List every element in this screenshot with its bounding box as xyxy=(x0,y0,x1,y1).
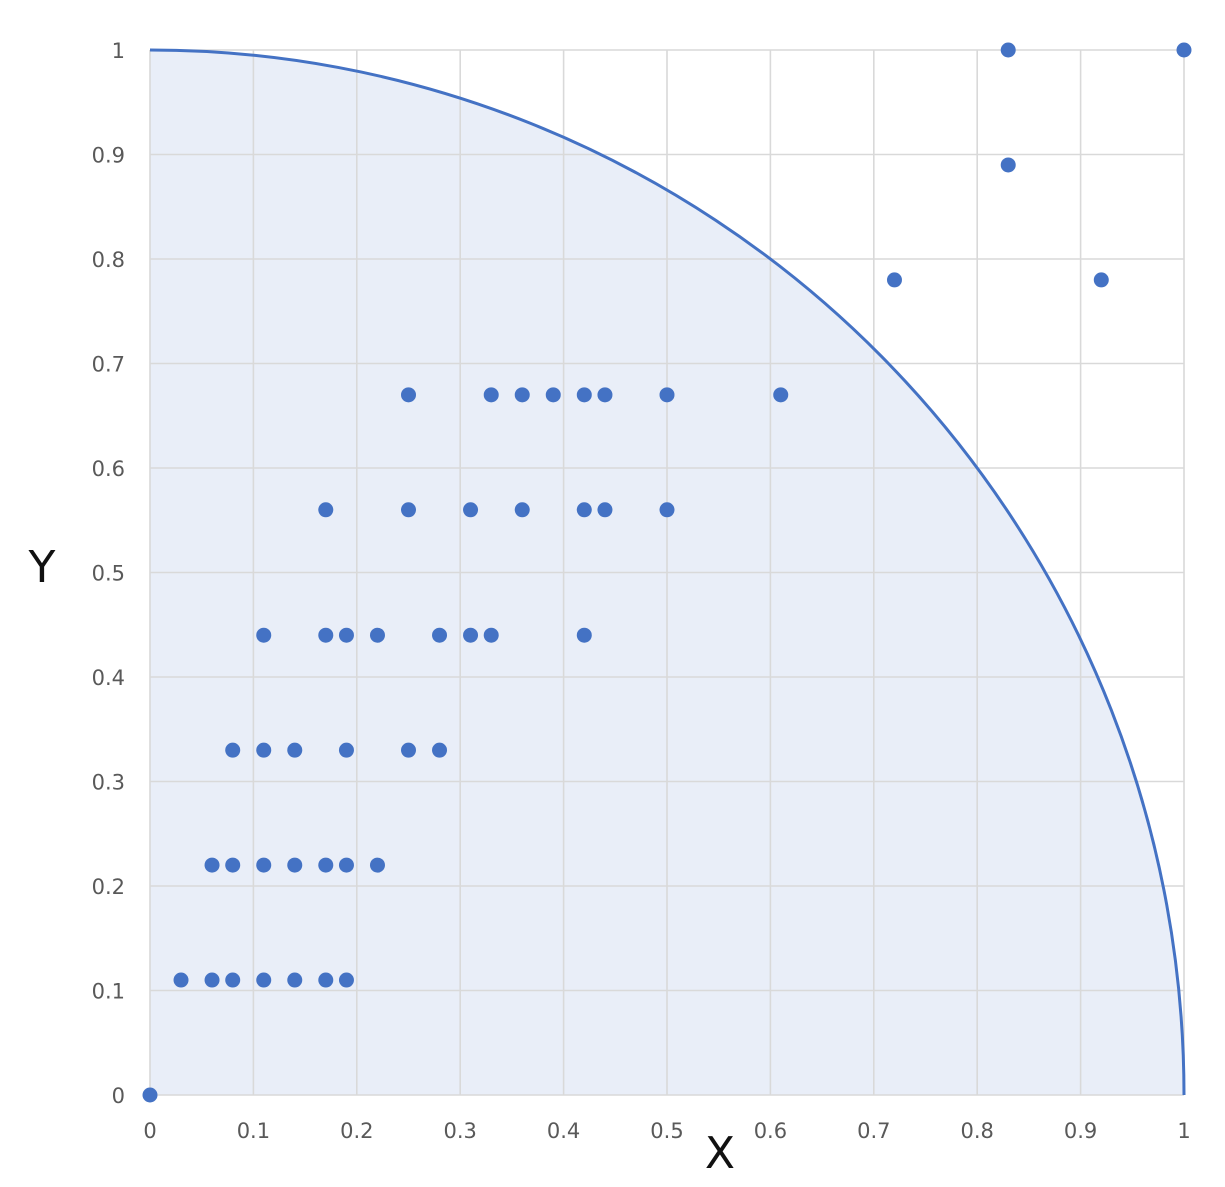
data-point xyxy=(1093,272,1109,288)
data-point xyxy=(369,627,385,643)
data-point xyxy=(401,742,416,758)
data-point xyxy=(597,387,613,403)
data-point xyxy=(576,502,592,518)
data-point xyxy=(886,272,902,288)
x-tick-label: 0.2 xyxy=(340,1119,373,1143)
data-point xyxy=(463,502,479,518)
grid-lines xyxy=(149,49,1185,1096)
data-point xyxy=(514,502,530,518)
data-point xyxy=(142,1087,158,1103)
y-tick-label: 1 xyxy=(112,39,125,63)
data-point xyxy=(204,857,220,873)
data-point xyxy=(401,387,416,403)
data-point xyxy=(204,972,220,988)
x-tick-label: 0 xyxy=(143,1119,156,1143)
x-tick-label: 0.7 xyxy=(857,1119,890,1143)
x-tick-label: 0.5 xyxy=(650,1119,683,1143)
x-tick-label: 0.6 xyxy=(754,1119,787,1143)
data-point xyxy=(338,627,354,643)
data-point xyxy=(173,972,189,988)
data-point xyxy=(338,857,354,873)
data-point xyxy=(1000,42,1016,58)
data-point xyxy=(338,972,354,988)
data-point xyxy=(225,857,241,873)
y-tick-label: 0.6 xyxy=(92,457,125,481)
y-tick-label: 0 xyxy=(112,1084,125,1108)
y-axis-title: Y xyxy=(28,542,56,593)
x-axis-title: X xyxy=(705,1128,735,1179)
data-point xyxy=(369,857,385,873)
data-point xyxy=(1176,42,1192,58)
data-point xyxy=(256,972,272,988)
data-point xyxy=(225,742,241,758)
data-points xyxy=(142,42,1192,1103)
data-point xyxy=(318,857,334,873)
data-point xyxy=(338,742,354,758)
data-point xyxy=(659,502,675,518)
y-tick-label: 0.9 xyxy=(92,144,125,168)
x-tick-label: 0.4 xyxy=(547,1119,580,1143)
data-point xyxy=(401,502,416,518)
data-point xyxy=(287,972,303,988)
data-point xyxy=(483,387,499,403)
data-point xyxy=(432,742,448,758)
data-point xyxy=(576,627,592,643)
y-tick-label: 0.2 xyxy=(92,875,125,899)
y-tick-label: 0.1 xyxy=(92,980,125,1004)
data-point xyxy=(597,502,613,518)
x-tick-label: 1 xyxy=(1177,1119,1190,1143)
x-tick-label: 0.3 xyxy=(443,1119,476,1143)
x-tick-label: 0.1 xyxy=(237,1119,270,1143)
data-point xyxy=(225,972,241,988)
data-point xyxy=(256,742,272,758)
data-point xyxy=(432,627,448,643)
data-point xyxy=(773,387,789,403)
data-point xyxy=(576,387,592,403)
data-point xyxy=(463,627,479,643)
data-point xyxy=(514,387,530,403)
x-tick-label: 0.8 xyxy=(960,1119,993,1143)
data-point xyxy=(659,387,675,403)
y-tick-label: 0.5 xyxy=(92,562,125,586)
data-point xyxy=(318,502,334,518)
quarter-circle-arc xyxy=(149,48,1186,1096)
data-point xyxy=(545,387,561,403)
data-point xyxy=(1000,157,1016,173)
data-point xyxy=(287,742,303,758)
x-tick-label: 0.9 xyxy=(1064,1119,1097,1143)
data-point xyxy=(318,972,334,988)
y-axis-ticks: 0 0.1 0.2 0.3 0.4 0.5 0.6 0.7 0.8 0.9 1 xyxy=(92,39,125,1108)
x-axis-ticks: 0 0.1 0.2 0.3 0.4 0.5 0.6 0.7 0.8 0.9 1 xyxy=(143,1119,1190,1143)
y-tick-label: 0.7 xyxy=(92,353,125,377)
data-point xyxy=(318,627,334,643)
y-tick-label: 0.3 xyxy=(92,771,125,795)
data-point xyxy=(256,857,272,873)
y-tick-label: 0.4 xyxy=(92,666,125,690)
data-point xyxy=(483,627,499,643)
y-tick-label: 0.8 xyxy=(92,248,125,272)
data-point xyxy=(287,857,303,873)
data-point xyxy=(256,627,272,643)
